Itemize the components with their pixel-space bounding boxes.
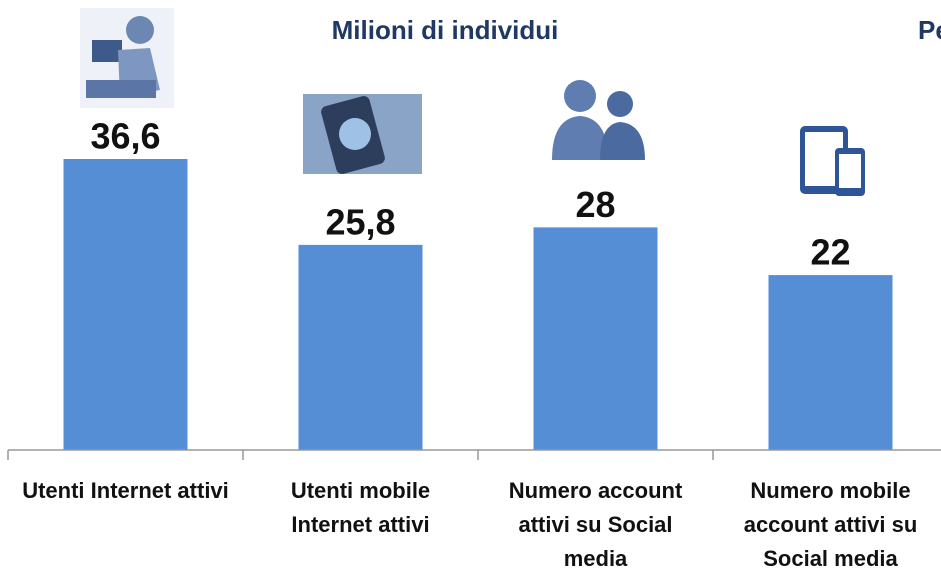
x-tick-label: Numero mobile account attivi su Social m… <box>726 474 936 570</box>
annotation: Pe <box>918 15 941 45</box>
data-label: 22 <box>810 232 850 273</box>
icon-devices <box>788 118 874 206</box>
bar <box>64 159 188 450</box>
x-tick-label: Utenti mobile Internet attivi <box>256 474 466 542</box>
page: Milioni di individui Pe 36,6 25,8 28 22 Ute… <box>0 0 941 570</box>
icon-people <box>541 70 650 168</box>
data-label: 25,8 <box>325 201 395 242</box>
icon-smartphone <box>303 94 422 175</box>
data-label: 28 <box>575 184 615 225</box>
bar <box>534 227 658 450</box>
icon-computer-user <box>80 8 174 108</box>
chart-title: Milioni di individui <box>332 15 559 45</box>
x-tick-label: Utenti Internet attivi <box>21 474 231 508</box>
bar <box>299 245 423 450</box>
data-label: 36,6 <box>90 116 160 157</box>
x-tick-label: Numero account attivi su Social media <box>491 474 701 570</box>
bar <box>769 275 893 450</box>
